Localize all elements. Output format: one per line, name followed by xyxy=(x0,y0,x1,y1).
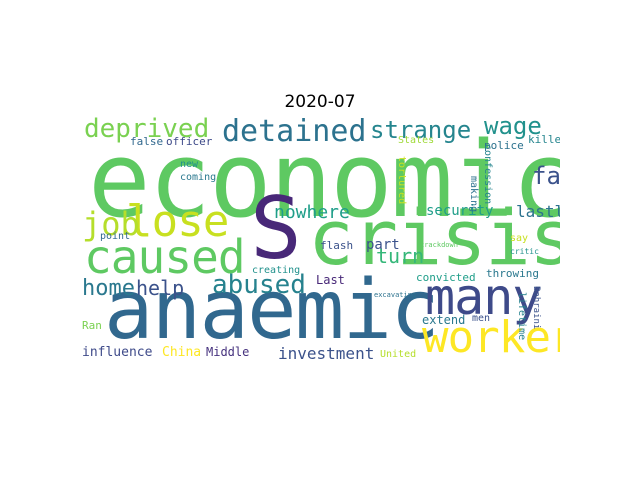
word-caused: caused xyxy=(84,230,246,284)
word-new: new xyxy=(180,159,199,170)
word-abused: abused xyxy=(212,270,306,300)
word-s: S xyxy=(250,179,302,279)
word-lose: lose xyxy=(126,196,229,247)
word-investment: investment xyxy=(278,344,375,363)
word-lastly: lastly xyxy=(516,202,560,221)
word-coming: coming xyxy=(180,172,217,183)
word-job: job xyxy=(82,205,140,243)
word-many: many xyxy=(425,268,542,326)
word-false: false xyxy=(130,135,164,148)
word-tortured: tortured xyxy=(396,156,407,205)
word-turn: turn xyxy=(376,244,425,268)
word-cloud: economiccrisisanaemicSmanyworker causedlo… xyxy=(80,116,560,366)
word-anaemic: anaemic xyxy=(104,263,440,358)
word-making: making xyxy=(468,176,479,213)
word-officer: officer xyxy=(166,135,213,148)
word-extend: extend xyxy=(422,313,466,327)
word-part: part xyxy=(366,237,400,253)
word-throwing: throwing xyxy=(486,267,539,280)
word-security: security xyxy=(426,203,494,219)
word-help: help xyxy=(136,276,185,300)
word-strange: strange xyxy=(370,116,472,144)
word-ran: Ran xyxy=(82,319,102,332)
word-deprived: deprived xyxy=(84,116,210,144)
word-detained: detained xyxy=(222,116,367,149)
word-excavating: excavating xyxy=(374,291,417,299)
word-last: Last xyxy=(316,273,345,287)
word-middle: Middle xyxy=(206,345,250,359)
word-far: far xyxy=(532,162,560,190)
word-flash: flash xyxy=(320,239,354,252)
word-police: police xyxy=(484,139,524,152)
word-crisis: crisis xyxy=(308,193,560,282)
word-critic: critic xyxy=(510,247,539,256)
word-killed: killed xyxy=(528,133,560,146)
word-point: point xyxy=(100,231,131,242)
word-influence: influence xyxy=(82,345,153,360)
word-economic: economic xyxy=(88,119,560,241)
word-bahraini: Bahraini xyxy=(531,286,541,330)
word-united: United xyxy=(380,349,417,360)
word-home: home xyxy=(82,276,135,301)
word-crackdown: crackdown xyxy=(420,241,458,249)
word-creating: creating xyxy=(252,265,301,276)
word-say: say xyxy=(510,233,529,244)
word-wage: wage xyxy=(484,116,542,140)
word-nowhere: nowhere xyxy=(274,202,350,223)
chart-title: 2020-07 xyxy=(284,92,356,112)
word-worker: worker xyxy=(422,312,560,363)
word-men: men xyxy=(472,313,491,324)
word-convicted: convicted xyxy=(416,271,476,284)
word-states: States xyxy=(398,135,435,146)
word-china: China xyxy=(162,345,202,360)
word-lifetime: lifetime xyxy=(516,292,527,341)
word-confession: confession xyxy=(482,144,493,205)
